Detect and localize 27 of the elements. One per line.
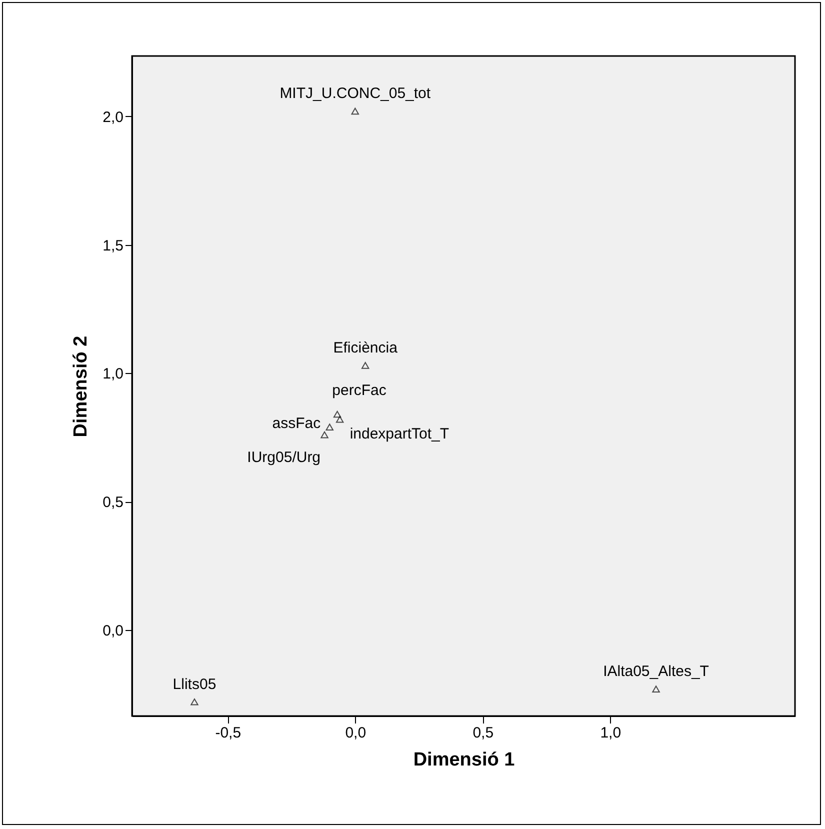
annotation: percFac bbox=[332, 382, 387, 400]
point bbox=[336, 416, 344, 423]
point bbox=[652, 686, 660, 692]
x-tick-label: 0,0 bbox=[345, 724, 366, 742]
x-tick-label: 0,5 bbox=[472, 724, 494, 742]
annotation: IUrg05/Urg bbox=[247, 448, 321, 466]
point bbox=[333, 410, 342, 418]
annotation: IAlta05_Altes_T bbox=[603, 663, 709, 680]
annotation: MITJ_U.CONC_05_tot bbox=[280, 85, 432, 102]
point bbox=[190, 698, 198, 706]
point bbox=[326, 424, 334, 430]
point bbox=[351, 108, 359, 115]
x-tick-label: 1,0 bbox=[600, 724, 622, 742]
y-tick-label: 1,5 bbox=[102, 237, 124, 254]
x-tick-label: -0,5 bbox=[215, 724, 242, 742]
annotation: Eficiència bbox=[333, 339, 398, 356]
point bbox=[320, 431, 328, 438]
y-axis-title: Dimensió 2 bbox=[70, 336, 92, 438]
point bbox=[361, 362, 370, 369]
annotation: Llits05 bbox=[172, 676, 216, 693]
y-tick-label: 0,0 bbox=[102, 622, 124, 640]
y-tick-label: 0,5 bbox=[102, 494, 124, 512]
annotation: indexpartTot_T bbox=[350, 425, 450, 442]
y-tick-label: 1,0 bbox=[102, 366, 124, 383]
annotation: assFac bbox=[272, 415, 322, 432]
x-axis-title: Dimensió 1 bbox=[413, 750, 516, 770]
y-tick-label: 2,0 bbox=[102, 108, 124, 126]
